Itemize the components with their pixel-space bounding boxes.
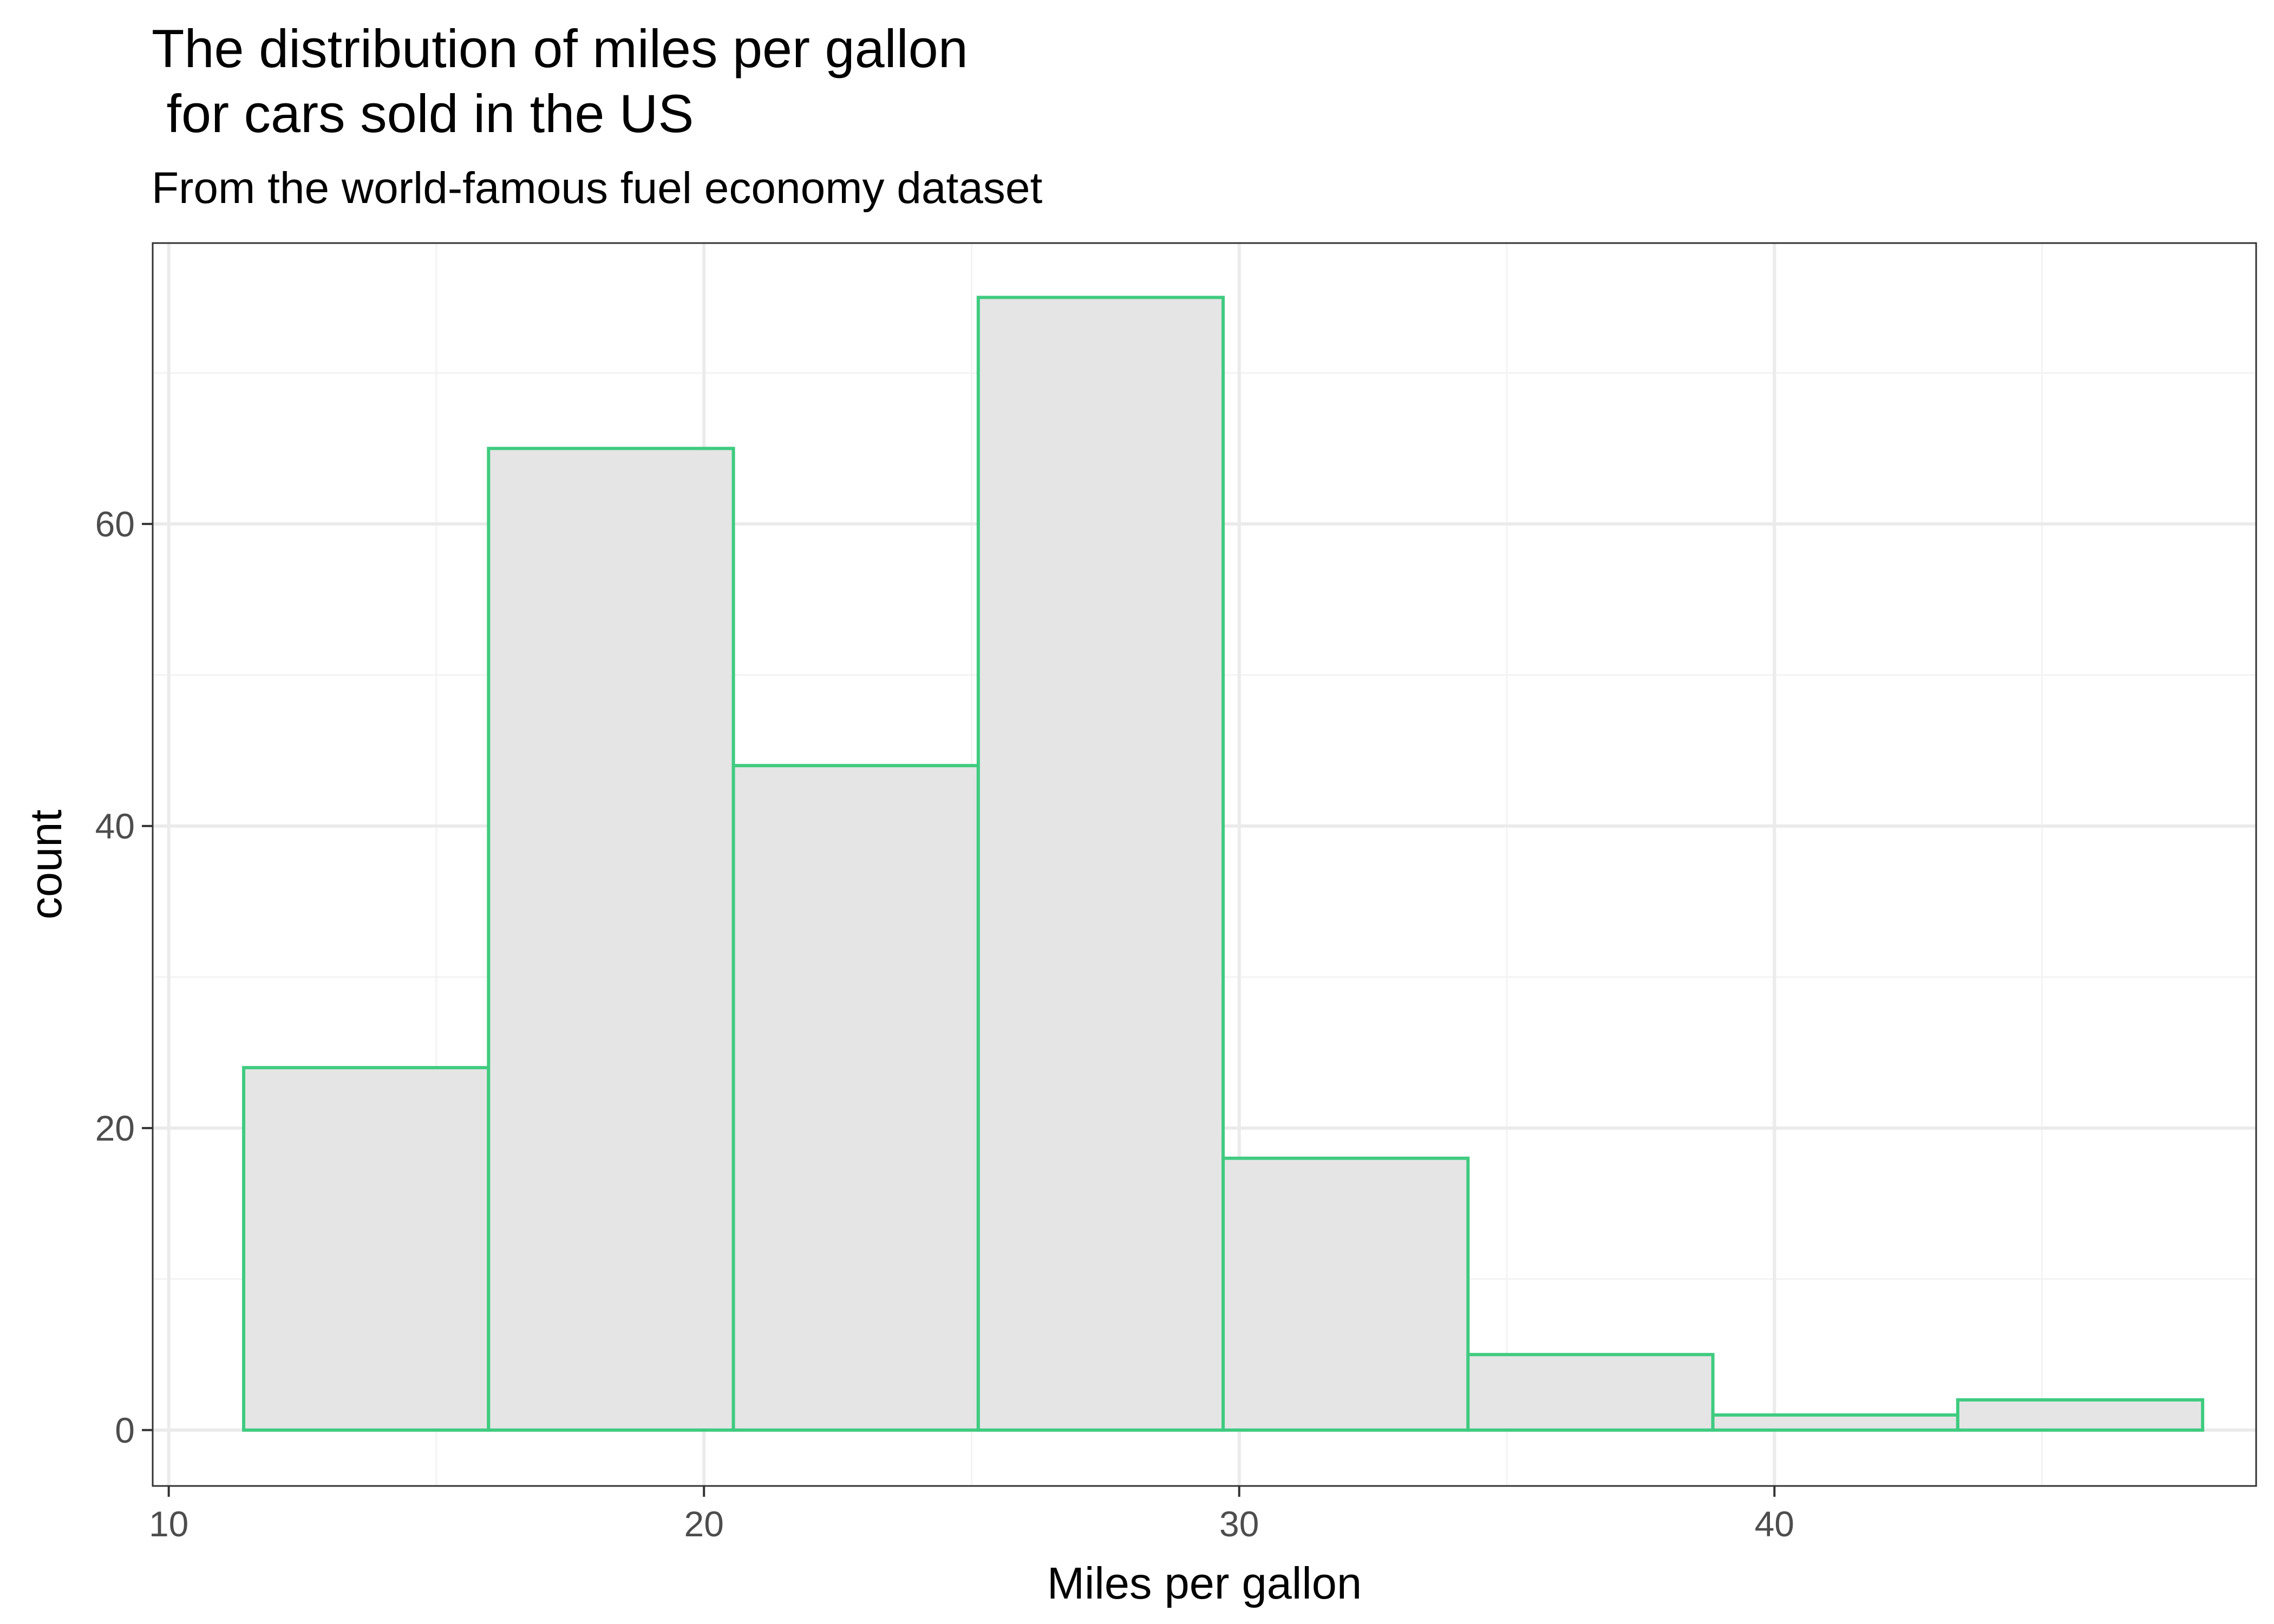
y-tick-label: 0 [115, 1410, 135, 1450]
histogram-bar-7 [1711, 1413, 1959, 1432]
y-tick-label: 40 [95, 806, 135, 846]
y-axis-title: count [21, 809, 71, 919]
y-tick-label: 60 [95, 504, 135, 544]
x-tick-label: 10 [149, 1504, 188, 1544]
chart-title-line-2: for cars sold in the US [152, 83, 694, 143]
histogram-bar-5 [1221, 1156, 1470, 1432]
chart-title-line-1: The distribution of miles per gallon [152, 18, 968, 78]
y-tick-label: 20 [95, 1108, 135, 1148]
histogram-bar-8 [1956, 1398, 2205, 1432]
histogram-bar-6 [1466, 1353, 1715, 1432]
x-tick-label: 20 [684, 1504, 723, 1544]
histogram-bar-1 [242, 1066, 491, 1432]
histogram-bar-3 [731, 764, 980, 1432]
x-tick-label: 40 [1755, 1504, 1794, 1544]
histogram-bar-2 [487, 447, 735, 1432]
panel-border [152, 242, 2257, 1487]
chart-subtitle: From the world-famous fuel economy datas… [152, 163, 1043, 213]
x-axis-title: Miles per gallon [1047, 1558, 1362, 1608]
x-tick-label: 30 [1219, 1504, 1259, 1544]
histogram-bar-4 [976, 296, 1225, 1432]
